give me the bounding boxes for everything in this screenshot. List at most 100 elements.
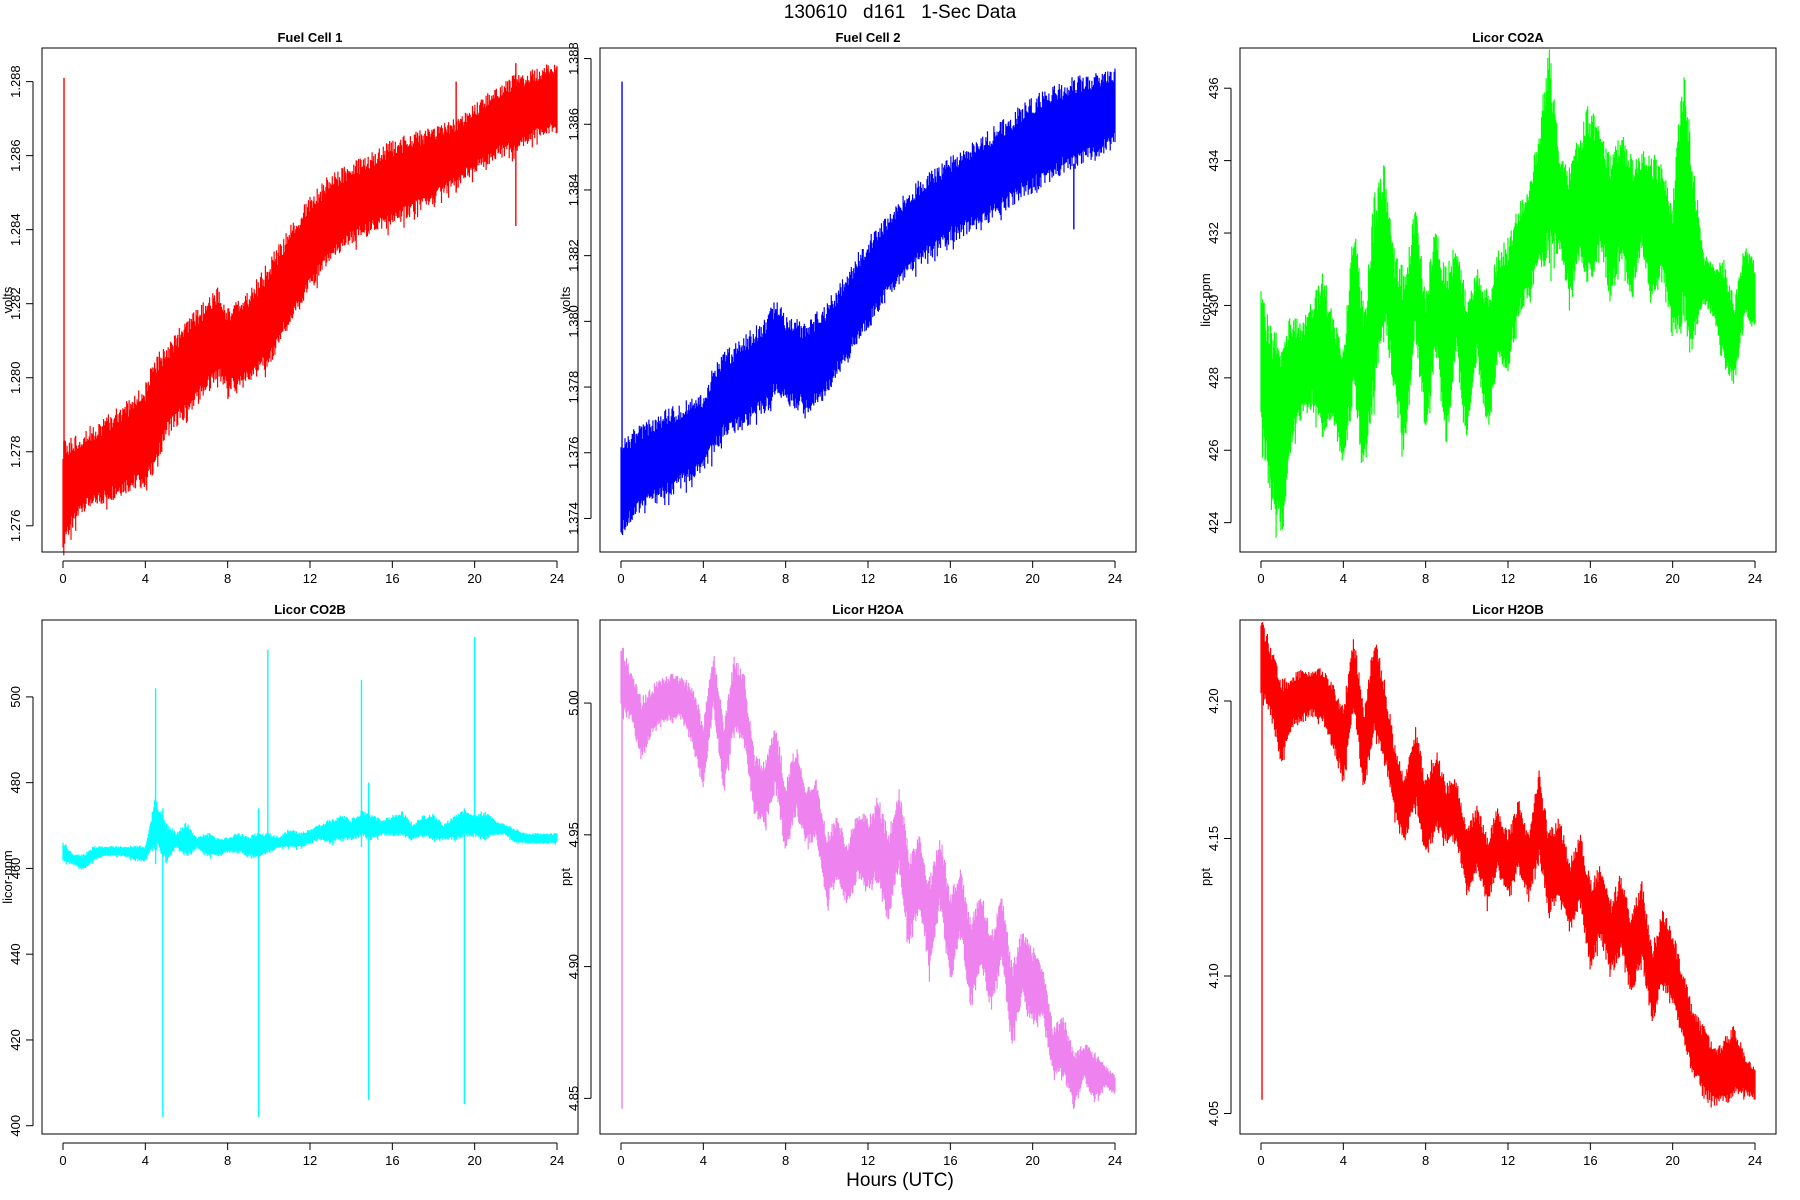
x-tick-label: 8 xyxy=(782,1153,789,1168)
x-tick-label: 24 xyxy=(1108,571,1122,586)
x-tick-label: 4 xyxy=(142,571,149,586)
y-tick-label: 426 xyxy=(1206,439,1221,461)
x-tick-label: 24 xyxy=(1108,1153,1122,1168)
x-tick-label: 0 xyxy=(617,571,624,586)
x-tick-label: 8 xyxy=(782,571,789,586)
x-tick-label: 16 xyxy=(943,1153,957,1168)
x-tick-label: 0 xyxy=(59,571,66,586)
x-tick-label: 20 xyxy=(1665,571,1679,586)
y-tick-label: 424 xyxy=(1206,512,1221,534)
y-tick-label: 1.374 xyxy=(566,502,581,535)
y-axis-label: licor-ppm xyxy=(0,850,15,903)
y-tick-label: 1.380 xyxy=(566,305,581,338)
x-tick-label: 0 xyxy=(59,1153,66,1168)
plot-frame xyxy=(41,47,579,553)
y-tick-label: 4.20 xyxy=(1206,688,1221,713)
y-tick-label: 4.10 xyxy=(1206,963,1221,988)
panel-2: Licor CO2A licor-ppm 0 4 8 12 16 20 24 424 426 428 4… xyxy=(1198,30,1777,586)
panel-title: Fuel Cell 2 xyxy=(835,30,900,45)
panel-title: Licor CO2A xyxy=(1472,30,1544,45)
y-tick-label: 1.276 xyxy=(8,510,23,543)
x-tick-label: 0 xyxy=(617,1153,624,1168)
x-tick-label: 4 xyxy=(142,1153,149,1168)
y-tick-label: 428 xyxy=(1206,367,1221,389)
y-tick-label: 1.282 xyxy=(8,287,23,320)
figure-xlabel: Hours (UTC) xyxy=(846,1170,954,1191)
panel-0: Fuel Cell 1 volts 0 4 8 12 16 20 24 1.276 1.278 1.2… xyxy=(0,30,579,586)
y-tick-label: 1.288 xyxy=(8,65,23,98)
x-tick-label: 20 xyxy=(467,1153,481,1168)
x-tick-label: 12 xyxy=(1501,571,1515,586)
x-tick-label: 20 xyxy=(1025,571,1039,586)
y-tick-label: 1.384 xyxy=(566,174,581,207)
y-axis-label: volts xyxy=(558,286,573,313)
panel-4: Licor H2OA ppt 0 4 8 12 16 20 24 4.85 4.90 4.95 5.00 xyxy=(558,602,1137,1168)
y-tick-label: 400 xyxy=(8,1115,23,1137)
series-band xyxy=(620,68,1116,535)
x-tick-label: 12 xyxy=(303,571,317,586)
y-axis-label: volts xyxy=(0,286,15,313)
y-tick-label: 5.00 xyxy=(566,690,581,715)
plot-frame xyxy=(1239,619,1777,1135)
y-tick-label: 1.286 xyxy=(8,139,23,172)
x-tick-label: 0 xyxy=(1257,1153,1264,1168)
panel-title: Fuel Cell 1 xyxy=(277,30,342,45)
y-tick-label: 1.376 xyxy=(566,436,581,469)
y-tick-label: 420 xyxy=(8,1029,23,1051)
x-tick-label: 16 xyxy=(1583,571,1597,586)
x-tick-label: 16 xyxy=(943,571,957,586)
y-tick-label: 1.386 xyxy=(566,108,581,141)
x-tick-label: 12 xyxy=(1501,1153,1515,1168)
x-tick-label: 20 xyxy=(1025,1153,1039,1168)
y-tick-label: 4.05 xyxy=(1206,1101,1221,1126)
series-band xyxy=(620,647,1116,1109)
series-band xyxy=(62,64,558,556)
x-tick-label: 8 xyxy=(1422,1153,1429,1168)
series-band xyxy=(62,798,558,870)
y-tick-label: 430 xyxy=(1206,295,1221,317)
panel-3: Licor CO2B licor-ppm 0 4 8 12 16 20 24 400 420 440 4… xyxy=(0,602,579,1168)
x-tick-label: 16 xyxy=(385,571,399,586)
x-tick-label: 24 xyxy=(550,1153,564,1168)
x-tick-label: 4 xyxy=(700,1153,707,1168)
y-tick-label: 4.95 xyxy=(566,822,581,847)
y-axis-label: ppt xyxy=(558,868,573,886)
x-tick-label: 8 xyxy=(1422,571,1429,586)
y-tick-label: 440 xyxy=(8,943,23,965)
plot-frame xyxy=(41,619,579,1135)
y-axis-label: ppt xyxy=(1198,868,1213,886)
y-tick-label: 4.15 xyxy=(1206,826,1221,851)
x-tick-label: 12 xyxy=(861,1153,875,1168)
series-band xyxy=(1260,49,1756,538)
series-band xyxy=(1260,622,1756,1108)
plot-frame xyxy=(599,619,1137,1135)
x-tick-label: 0 xyxy=(1257,571,1264,586)
x-tick-label: 20 xyxy=(467,571,481,586)
x-tick-label: 4 xyxy=(700,571,707,586)
y-tick-label: 480 xyxy=(8,772,23,794)
y-tick-label: 1.280 xyxy=(8,361,23,394)
panel-5: Licor H2OB ppt 0 4 8 12 16 20 24 4.05 4.10 4.15 4.20 xyxy=(1198,602,1777,1168)
y-tick-label: 1.278 xyxy=(8,435,23,468)
y-tick-label: 432 xyxy=(1206,222,1221,244)
x-tick-label: 24 xyxy=(1748,1153,1762,1168)
figure-title: 130610 d161 1-Sec Data xyxy=(783,2,1017,23)
panel-1: Fuel Cell 2 volts 0 4 8 12 16 20 24 1.374 1.376 1.3… xyxy=(558,30,1137,586)
x-tick-label: 8 xyxy=(224,1153,231,1168)
y-tick-label: 4.85 xyxy=(566,1086,581,1111)
x-tick-label: 12 xyxy=(861,571,875,586)
y-tick-label: 436 xyxy=(1206,77,1221,99)
panel-title: Licor H2OB xyxy=(1472,602,1544,617)
x-tick-label: 16 xyxy=(1583,1153,1597,1168)
x-tick-label: 20 xyxy=(1665,1153,1679,1168)
y-tick-label: 1.284 xyxy=(8,213,23,246)
x-tick-label: 24 xyxy=(1748,571,1762,586)
x-tick-label: 8 xyxy=(224,571,231,586)
x-tick-label: 4 xyxy=(1340,1153,1347,1168)
y-tick-label: 1.378 xyxy=(566,371,581,404)
plot-frame xyxy=(599,47,1137,553)
y-tick-label: 434 xyxy=(1206,150,1221,172)
x-tick-label: 12 xyxy=(303,1153,317,1168)
y-axis-label: licor-ppm xyxy=(1198,273,1213,326)
